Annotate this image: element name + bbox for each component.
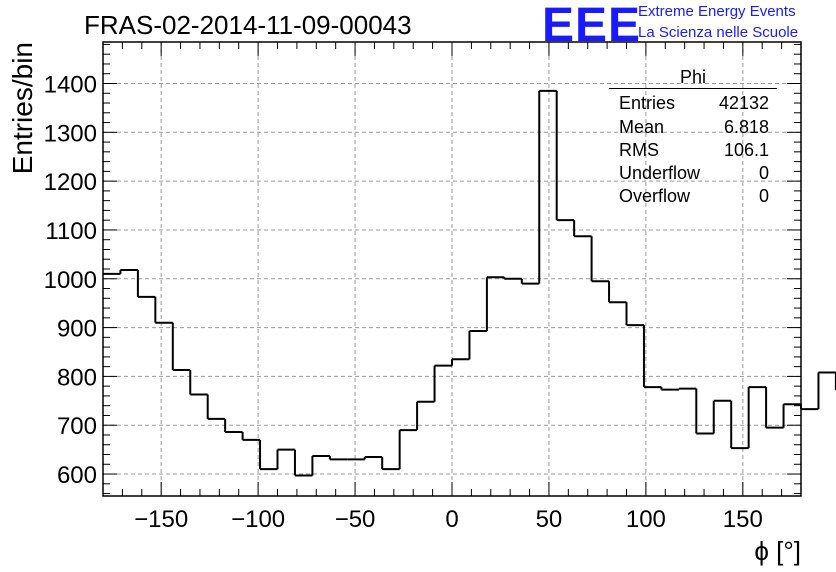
stats-key: Mean [619, 117, 665, 137]
stats-key: RMS [619, 140, 659, 160]
stats-value: 42132 [718, 93, 769, 113]
y-tick-label: 1000 [44, 267, 97, 294]
stats-value: 106.1 [723, 140, 769, 160]
x-tick-label: −150 [134, 506, 188, 533]
stats-key: Underflow [619, 163, 701, 183]
y-tick-label: 1200 [44, 169, 97, 196]
y-tick-label: 600 [57, 462, 97, 489]
x-tick-label: −50 [335, 506, 376, 533]
logo-line-1: Extreme Energy Events [638, 3, 796, 20]
eee-logo: EEE [542, 0, 642, 52]
stats-value: 0 [758, 163, 769, 183]
x-tick-label: −100 [231, 506, 285, 533]
x-tick-label: 150 [723, 506, 763, 533]
x-tick-label: 0 [445, 506, 458, 533]
stats-value: 0 [758, 186, 769, 206]
stats-name: Phi [609, 67, 777, 89]
x-tick-label: 50 [536, 506, 563, 533]
y-tick-label: 900 [57, 316, 97, 343]
stats-key: Entries [619, 93, 676, 113]
x-tick-label: 100 [626, 506, 666, 533]
y-tick-label: 800 [57, 364, 97, 391]
x-axis-label: ϕ [°] [754, 536, 801, 566]
stats-box: Phi Entries 42132 Mean 6.818 RMS 106.1 U… [609, 67, 777, 207]
stats-key: Overflow [619, 186, 691, 206]
y-tick-label: 1100 [45, 218, 97, 245]
y-tick-label: 1300 [44, 120, 97, 147]
y-axis-label: Entries/bin [7, 42, 38, 174]
y-tick-label: 1400 [44, 71, 97, 98]
logo-line-2: La Scienza nelle Scuole [638, 24, 799, 41]
chart-title: FRAS-02-2014-11-09-00043 [84, 10, 412, 40]
stats-value: 6.818 [723, 117, 769, 137]
y-tick-label: 700 [57, 413, 97, 440]
